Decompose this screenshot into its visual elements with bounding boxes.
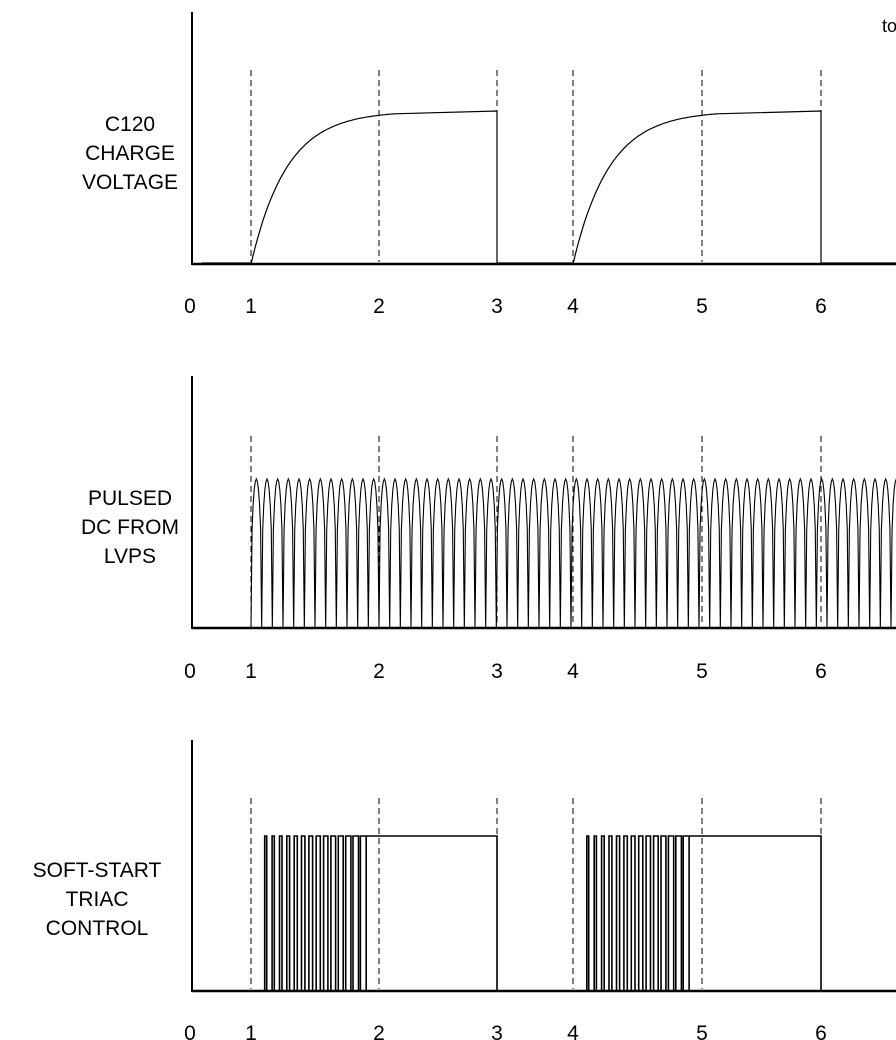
triac-control-waveform [263, 835, 498, 991]
charge-voltage-waveform [202, 110, 896, 265]
x-tick-label: 5 [696, 660, 708, 683]
label-line: LVPS [103, 545, 157, 568]
triac-control-label: SOFT-START TRIAC CONTROL [0, 856, 194, 943]
pulsed-dc-label: PULSED DC FROM LVPS [70, 484, 190, 571]
corner-text: to [882, 16, 896, 36]
x-tick-label: 3 [491, 660, 503, 683]
pulsed-dc-waveform [250, 477, 896, 629]
x-tick-label: 4 [567, 1022, 579, 1040]
x-tick-label: 1 [245, 1022, 257, 1040]
label-line: C120 [104, 113, 156, 136]
x-tick-label: 2 [373, 1022, 385, 1040]
x-tick-label: 4 [567, 660, 579, 683]
x-tick-label: 1 [245, 660, 257, 683]
charge-voltage-label: C120 CHARGE VOLTAGE [80, 110, 180, 197]
x-tick-label: 0 [184, 1022, 196, 1040]
x-tick-label: 4 [567, 295, 579, 318]
x-tick-label: 3 [491, 1022, 503, 1040]
label-line: PULSED [87, 487, 173, 510]
x-tick-label: 5 [696, 295, 708, 318]
label-line: SOFT-START [32, 859, 162, 882]
x-tick-label: 0 [184, 295, 196, 318]
label-line: CONTROL [45, 917, 149, 940]
label-line: TRIAC [65, 888, 129, 911]
x-tick-label: 0 [184, 660, 196, 683]
label-line: VOLTAGE [81, 171, 179, 194]
triac-control-waveform [586, 835, 822, 991]
x-tick-label: 2 [373, 660, 385, 683]
x-tick-label: 6 [815, 660, 827, 683]
label-line: DC FROM [81, 516, 179, 539]
x-tick-label: 1 [245, 295, 257, 318]
x-tick-label: 2 [373, 295, 385, 318]
x-tick-label: 3 [491, 295, 503, 318]
x-tick-label: 6 [815, 1022, 827, 1040]
label-line: CHARGE [85, 142, 175, 165]
x-tick-label: 5 [696, 1022, 708, 1040]
x-tick-label: 6 [815, 295, 827, 318]
